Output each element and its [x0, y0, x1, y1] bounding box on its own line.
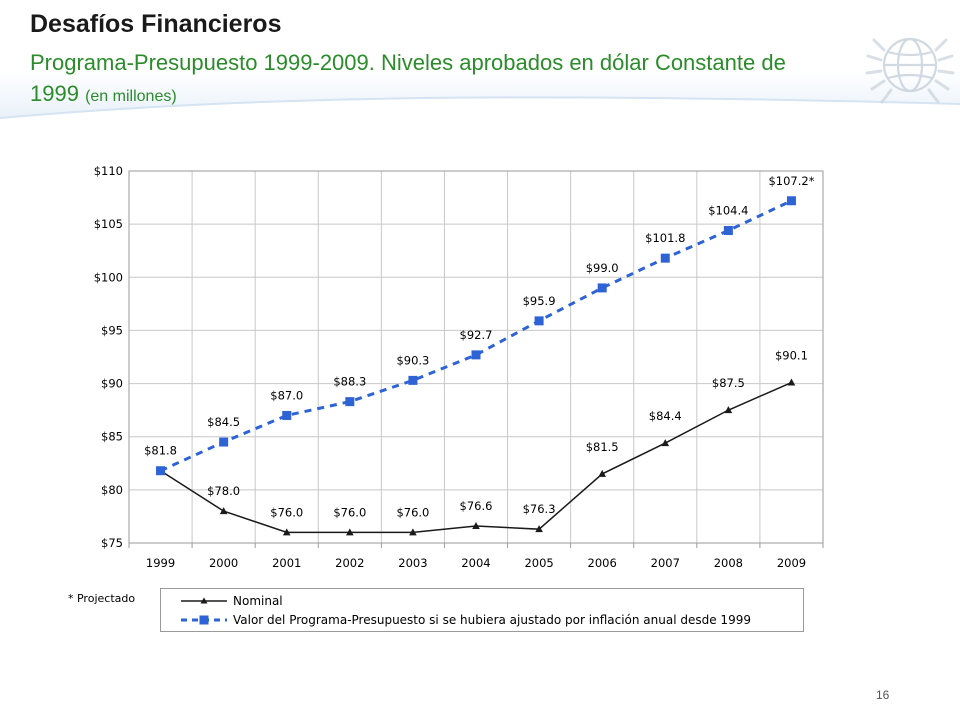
x-tick-label: 2001 — [272, 556, 301, 570]
nominal-point — [787, 378, 796, 386]
chart-legend: Nominal Valor del Programa-Presupuesto s… — [160, 588, 804, 632]
nominal-data-label: $84.4 — [649, 409, 682, 423]
y-tick-label: $95 — [101, 323, 123, 337]
nominal-data-label: $87.5 — [712, 376, 745, 390]
adjusted-data-label: $107.2* — [768, 174, 814, 188]
adjusted-data-label: $81.8 — [144, 444, 177, 458]
adjusted-data-label: $92.7 — [460, 328, 493, 342]
adjusted-point — [471, 350, 481, 360]
adjusted-point — [156, 466, 166, 476]
adjusted-point — [660, 253, 670, 263]
adjusted-point — [219, 437, 229, 447]
projection-footnote: * Projectado — [68, 592, 136, 605]
legend-swatch-nominal — [181, 597, 227, 604]
page-number: 16 — [876, 688, 890, 702]
adjusted-data-label: $87.0 — [270, 388, 303, 402]
x-tick-label: 2000 — [209, 556, 238, 570]
x-tick-label: 2003 — [398, 556, 427, 570]
nominal-data-label: $76.3 — [523, 502, 556, 516]
legend-item-adjusted: Valor del Programa-Presupuesto si se hub… — [161, 611, 801, 629]
adjusted-point — [282, 410, 292, 420]
header-swoosh — [0, 96, 960, 140]
adjusted-data-label: $104.4 — [708, 204, 748, 218]
adjusted-data-label: $101.8 — [645, 231, 685, 245]
x-tick-label: 2004 — [461, 556, 490, 570]
y-tick-label: $85 — [101, 430, 123, 444]
adjusted-point — [597, 283, 607, 293]
adjusted-point — [345, 397, 355, 407]
adjusted-data-label: $84.5 — [207, 415, 240, 429]
adjusted-point — [786, 196, 796, 206]
nominal-point — [409, 528, 417, 536]
y-tick-label: $110 — [94, 164, 123, 178]
nominal-data-label: $78.0 — [207, 484, 240, 498]
y-tick-label: $90 — [101, 377, 123, 391]
globe-emblem-icon — [865, 37, 955, 104]
x-tick-label: 2009 — [777, 556, 806, 570]
budget-line-chart: $75 $80 $85 $90 $95 $100 $105 $110 1999 2000 2001 2… — [94, 164, 824, 570]
nominal-point — [724, 406, 733, 414]
legend-label-nominal: Nominal — [233, 594, 283, 608]
y-tick-label: $75 — [101, 536, 123, 550]
slide-title: Desafíos Financieros — [30, 10, 282, 38]
adjusted-data-label: $99.0 — [586, 261, 619, 275]
y-tick-label: $80 — [101, 483, 123, 497]
adjusted-data-label: $95.9 — [523, 294, 556, 308]
x-tick-label: 2006 — [588, 556, 617, 570]
nominal-point — [535, 525, 543, 533]
nominal-data-label: $76.6 — [460, 499, 493, 513]
chart-axes: $75 $80 $85 $90 $95 $100 $105 $110 1999 2000 2001 2… — [94, 164, 824, 570]
nominal-point — [282, 528, 291, 536]
nominal-data-label: $81.5 — [586, 440, 619, 454]
adjusted-point — [408, 375, 418, 385]
plot-frame — [128, 170, 824, 544]
subtitle-main: Programa-Presupuesto 1999-2009. Niveles … — [30, 50, 786, 106]
legend-label-adjusted: Valor del Programa-Presupuesto si se hub… — [233, 613, 751, 627]
x-tick-label: 1999 — [146, 556, 175, 570]
y-tick-label: $100 — [94, 270, 123, 284]
nominal-data-label: $76.0 — [396, 505, 429, 519]
adjusted-point — [534, 316, 544, 326]
x-tick-label: 2007 — [651, 556, 680, 570]
adjusted-data-label: $90.3 — [396, 353, 429, 367]
adjusted-series-line — [159, 199, 793, 473]
adjusted-point — [723, 226, 733, 236]
subtitle-units: (en millones) — [85, 88, 177, 105]
nominal-point — [219, 507, 228, 515]
legend-swatch-adjusted — [181, 615, 227, 625]
y-tick-label: $105 — [94, 217, 123, 231]
slide-subtitle: Programa-Presupuesto 1999-2009. Niveles … — [30, 47, 830, 112]
nominal-point — [598, 469, 606, 477]
nominal-data-label: $76.0 — [333, 505, 366, 519]
legend-item-nominal: Nominal — [161, 592, 801, 610]
nominal-data-label: $76.0 — [270, 505, 303, 519]
nominal-point — [661, 439, 670, 447]
chart-series — [156, 196, 796, 536]
chart-data-labels: $81.8 $84.5 $87.0 $88.3 $90.3 $92.7 $95.9 $99.0… — [144, 174, 815, 520]
x-tick-label: 2008 — [714, 556, 743, 570]
x-tick-label: 2002 — [335, 556, 364, 570]
nominal-data-label: $90.1 — [775, 349, 808, 363]
nominal-point — [472, 521, 480, 529]
adjusted-data-label: $88.3 — [333, 375, 366, 389]
nominal-point — [346, 528, 354, 536]
x-tick-label: 2005 — [524, 556, 553, 570]
